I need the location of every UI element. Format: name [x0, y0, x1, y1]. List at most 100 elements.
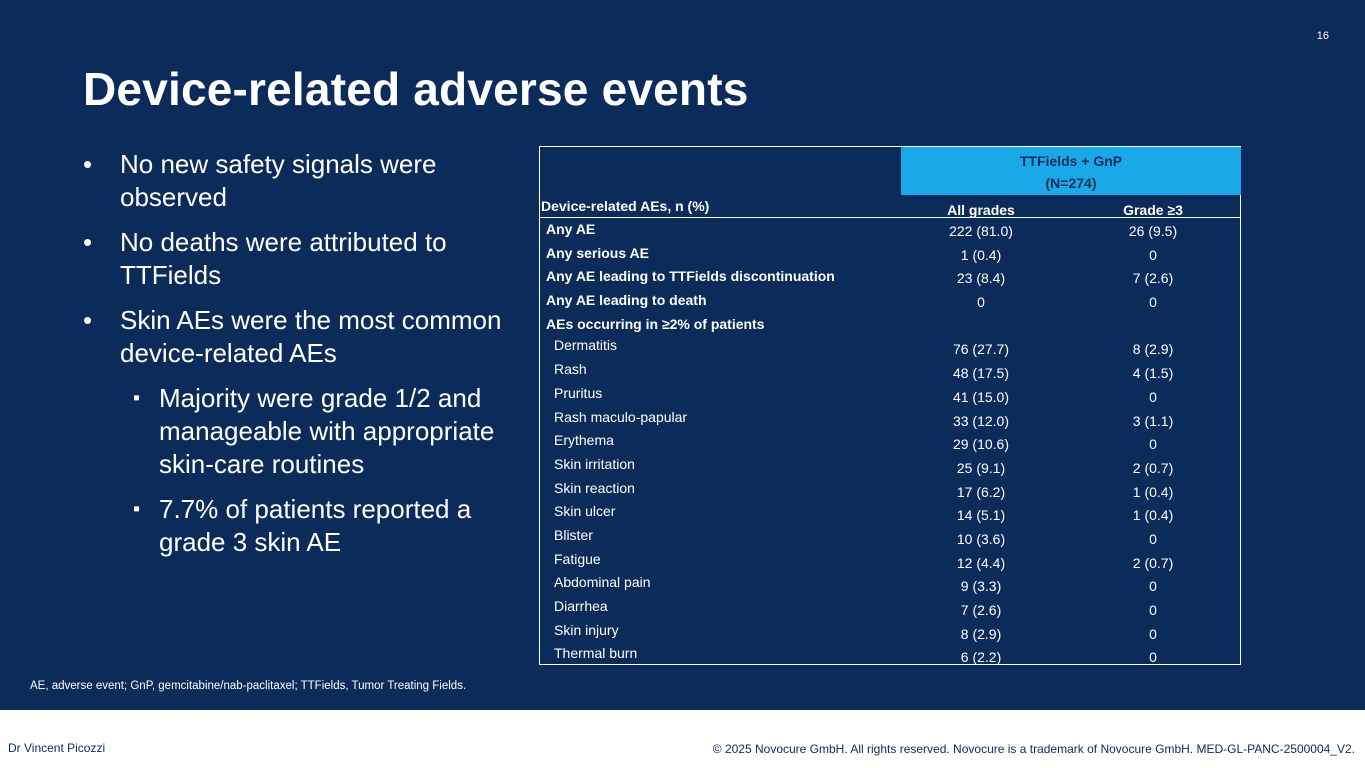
row-label: Erythema [554, 432, 614, 449]
cell-grade3: 8 (2.9) [1132, 341, 1174, 358]
cell-all-grades: 222 (81.0) [949, 223, 1013, 239]
cell-grade3: 0 [1149, 649, 1157, 666]
group-header-n: (N=274) [1045, 175, 1097, 191]
table-row: Erythema 29 (10.6) 0 [540, 431, 1240, 455]
table-header-row: Device-related AEs, n (%) All grades Gra… [540, 195, 1240, 218]
copyright-notice: © 2025 Novocure GmbH. All rights reserve… [712, 742, 1355, 756]
row-label: AEs occurring in ≥2% of patients [546, 315, 765, 332]
sub-bullet-text: Majority were grade 1/2 and manageable w… [159, 383, 495, 479]
cell-all-grades: 25 (9.1) [956, 459, 1006, 476]
cell-all-grades: 23 (8.4) [956, 270, 1006, 287]
row-label: Any AE leading to TTFields discontinuati… [546, 268, 835, 285]
table-row: Skin ulcer 14 (5.1) 1 (0.4) [540, 502, 1240, 526]
sub-bullet-item: ▪ 7.7% of patients reported a grade 3 sk… [83, 493, 523, 559]
row-label: Skin ulcer [554, 503, 616, 520]
cell-grade3: 0 [1149, 602, 1157, 618]
cell-grade3: 4 (1.5) [1132, 365, 1174, 382]
table-row: Skin injury 8 (2.9) 0 [540, 621, 1240, 645]
table-row: Abdominal pain 9 (3.3) 0 [540, 573, 1240, 597]
cell-all-grades: 29 (10.6) [952, 436, 1010, 453]
cell-all-grades: 76 (27.7) [952, 341, 1010, 358]
table-row: Any AE leading to TTFields discontinuati… [540, 265, 1240, 289]
cell-grade3: 7 (2.6) [1132, 270, 1174, 287]
row-label: Any AE leading to death [546, 292, 707, 309]
table-row: Any serious AE 1 (0.4) 0 [540, 242, 1240, 266]
cell-grade3: 1 (0.4) [1132, 507, 1174, 524]
cell-all-grades: 41 (15.0) [952, 388, 1010, 405]
cell-grade3: 0 [1149, 294, 1157, 311]
row-label: Any AE [546, 221, 596, 237]
bullet-item: • Skin AEs were the most common device-r… [83, 304, 523, 370]
table-row: Dermatitis 76 (27.7) 8 (2.9) [540, 336, 1240, 360]
cell-grade3: 3 (1.1) [1132, 412, 1174, 429]
cell-all-grades: 17 (6.2) [956, 483, 1006, 500]
cell-all-grades: 0 [977, 294, 985, 311]
page-number: 16 [1316, 30, 1329, 42]
cell-all-grades: 14 (5.1) [956, 507, 1006, 524]
column-header-all-grades: All grades [947, 202, 1015, 218]
table-row: Blister 10 (3.6) 0 [540, 526, 1240, 550]
cell-grade3: 0 [1149, 246, 1157, 263]
group-header-title: TTFields + GnP [1019, 153, 1123, 169]
row-label: Dermatitis [554, 337, 618, 354]
bullet-text: No new safety signals were observed [120, 149, 437, 212]
bullet-item: • No deaths were attributed to TTFields [83, 226, 523, 292]
cell-grade3: 0 [1149, 388, 1157, 405]
bullet-text: No deaths were attributed to TTFields [120, 227, 447, 290]
cell-grade3: 0 [1149, 578, 1157, 595]
table-row: Any AE leading to death 0 0 [540, 289, 1240, 313]
bullet-dot-icon: • [83, 305, 93, 335]
cell-all-grades: 7 (2.6) [960, 602, 1002, 618]
table-row: Rash 48 (17.5) 4 (1.5) [540, 360, 1240, 384]
cell-all-grades: 48 (17.5) [952, 365, 1010, 382]
row-label: Skin injury [554, 621, 619, 638]
row-label: Rash maculo-papular [554, 408, 688, 425]
sub-bullet-item: ▪ Majority were grade 1/2 and manageable… [83, 382, 523, 481]
bullet-item: • No new safety signals were observed [83, 148, 523, 214]
bullet-text: Skin AEs were the most common device-rel… [120, 305, 502, 368]
row-label: Thermal burn [554, 645, 638, 662]
row-label: Pruritus [554, 384, 603, 401]
bullet-list: • No new safety signals were observed • … [83, 148, 523, 571]
square-bullet-icon: ▪ [133, 387, 141, 409]
cell-all-grades: 10 (3.6) [956, 530, 1006, 547]
cell-grade3: 1 (0.4) [1132, 483, 1174, 500]
table-row: Skin irritation 25 (9.1) 2 (0.7) [540, 455, 1240, 479]
row-label: Skin reaction [554, 479, 635, 496]
adverse-events-table: TTFields + GnP (N=274) Device-related AE… [539, 146, 1241, 665]
cell-grade3: 0 [1149, 625, 1157, 642]
row-label: Diarrhea [554, 598, 608, 614]
table-row: AEs occurring in ≥2% of patients [540, 313, 1240, 337]
row-label: Abdominal pain [554, 574, 651, 591]
table-row: Diarrhea 7 (2.6) 0 [540, 597, 1240, 621]
table-body: Any AE 222 (81.0) 26 (9.5) Any serious AE 1… [540, 218, 1240, 668]
table-row: Skin reaction 17 (6.2) 1 (0.4) [540, 479, 1240, 503]
cell-all-grades: 6 (2.2) [960, 649, 1002, 666]
group-header: TTFields + GnP (N=274) [901, 147, 1241, 195]
column-header-ae: Device-related AEs, n (%) [541, 198, 710, 214]
row-label: Fatigue [554, 550, 601, 567]
cell-grade3: 0 [1149, 530, 1157, 547]
square-bullet-icon: ▪ [133, 498, 141, 520]
cell-all-grades: 9 (3.3) [960, 578, 1002, 595]
slide: 16 Device-related adverse events • No ne… [0, 0, 1365, 710]
row-label: Skin irritation [554, 455, 635, 472]
cell-all-grades: 1 (0.4) [960, 246, 1002, 263]
table-row: Rash maculo-papular 33 (12.0) 3 (1.1) [540, 408, 1240, 432]
presenter-name: Dr Vincent Picozzi [8, 741, 106, 755]
sub-bullet-text: 7.7% of patients reported a grade 3 skin… [159, 494, 472, 557]
cell-all-grades: 8 (2.9) [960, 625, 1002, 642]
cell-all-grades: 33 (12.0) [952, 412, 1010, 429]
row-label: Rash [554, 361, 587, 378]
table-row: Any AE 222 (81.0) 26 (9.5) [540, 218, 1240, 242]
cell-grade3: 26 (9.5) [1128, 223, 1178, 239]
cell-grade3: 0 [1149, 436, 1157, 453]
bullet-dot-icon: • [83, 149, 93, 179]
column-header-grade3: Grade ≥3 [1123, 202, 1183, 218]
cell-grade3: 2 (0.7) [1132, 554, 1174, 571]
table-row: Fatigue 12 (4.4) 2 (0.7) [540, 550, 1240, 574]
slide-title: Device-related adverse events [83, 63, 749, 115]
table-row: Thermal burn 6 (2.2) 0 [540, 644, 1240, 668]
row-label: Any serious AE [546, 244, 649, 261]
row-label: Blister [554, 526, 593, 543]
